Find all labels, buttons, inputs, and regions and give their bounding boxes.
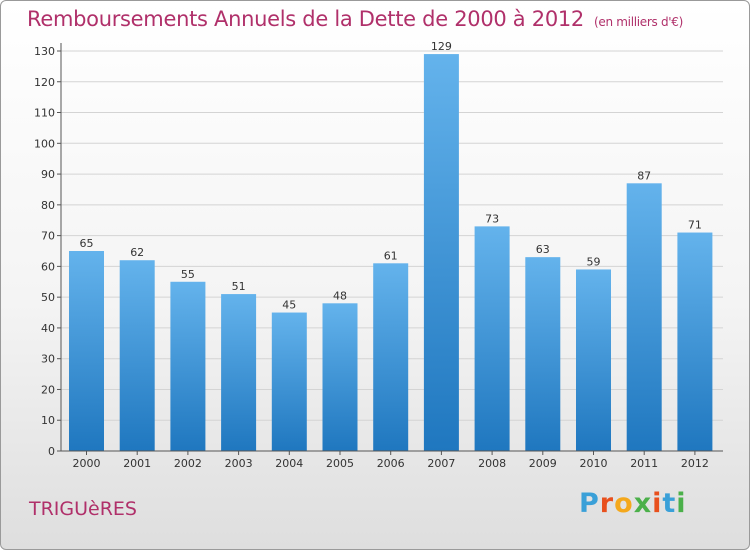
bar (221, 294, 257, 451)
y-tick-label: 130 (34, 45, 55, 58)
x-tick-label: 2003 (225, 457, 253, 470)
data-label: 71 (688, 219, 702, 232)
bar (119, 260, 155, 451)
bar (271, 312, 307, 451)
unit-note: (en milliers d'€) (594, 15, 684, 29)
bar (677, 232, 713, 451)
logo-letter: o (614, 488, 634, 519)
y-tick-label: 90 (41, 168, 55, 181)
proxiti-logo: Proxiti (579, 488, 687, 519)
data-label: 48 (333, 289, 347, 302)
y-tick-label: 30 (41, 353, 55, 366)
bar (322, 303, 358, 451)
bar (474, 226, 510, 451)
x-tick-label: 2012 (681, 457, 709, 470)
bar (423, 54, 459, 451)
y-tick-label: 120 (34, 76, 55, 89)
commune-name: TRIGUèRES (29, 498, 137, 520)
data-label: 51 (232, 280, 246, 293)
y-tick-label: 100 (34, 137, 55, 150)
y-tick-label: 10 (41, 414, 55, 427)
bar (576, 269, 611, 451)
y-tick-label: 80 (41, 199, 55, 212)
bar (525, 257, 561, 451)
y-tick-label: 50 (41, 291, 55, 304)
data-label: 63 (536, 243, 550, 256)
bar (170, 281, 206, 451)
x-tick-label: 2002 (174, 457, 202, 470)
x-tick-label: 2006 (377, 457, 405, 470)
y-tick-label: 0 (48, 445, 55, 458)
x-tick-label: 2000 (73, 457, 101, 470)
y-tick-label: 20 (41, 383, 55, 396)
data-label: 73 (485, 212, 499, 225)
logo-letter: P (579, 488, 600, 519)
x-tick-label: 2009 (529, 457, 557, 470)
y-tick-label: 60 (41, 260, 55, 273)
x-tick-label: 2011 (630, 457, 658, 470)
bar (373, 263, 409, 451)
data-label: 87 (637, 169, 651, 182)
x-tick-label: 2010 (580, 457, 608, 470)
logo-letter: x (633, 488, 653, 519)
data-label: 59 (587, 255, 601, 268)
x-tick-label: 2008 (478, 457, 506, 470)
bar (626, 183, 662, 452)
logo-letter: i (676, 488, 687, 519)
x-tick-label: 2005 (326, 457, 354, 470)
x-tick-label: 2007 (427, 457, 455, 470)
y-tick-label: 40 (41, 322, 55, 335)
x-tick-label: 2001 (123, 457, 151, 470)
data-label: 55 (181, 268, 195, 281)
data-label: 45 (282, 299, 296, 312)
logo-letter: r (599, 488, 615, 519)
chart-title: Remboursements Annuels de la Dette de 20… (27, 7, 684, 31)
data-label: 61 (384, 249, 398, 262)
y-tick-label: 70 (41, 230, 55, 243)
data-label: 62 (130, 246, 144, 259)
data-label: 129 (431, 40, 452, 53)
logo-letter: i (652, 488, 663, 519)
data-label: 65 (80, 237, 94, 250)
logo-letter: t (662, 488, 677, 519)
y-tick-label: 110 (34, 107, 55, 120)
x-tick-label: 2004 (275, 457, 303, 470)
bar (69, 251, 104, 451)
